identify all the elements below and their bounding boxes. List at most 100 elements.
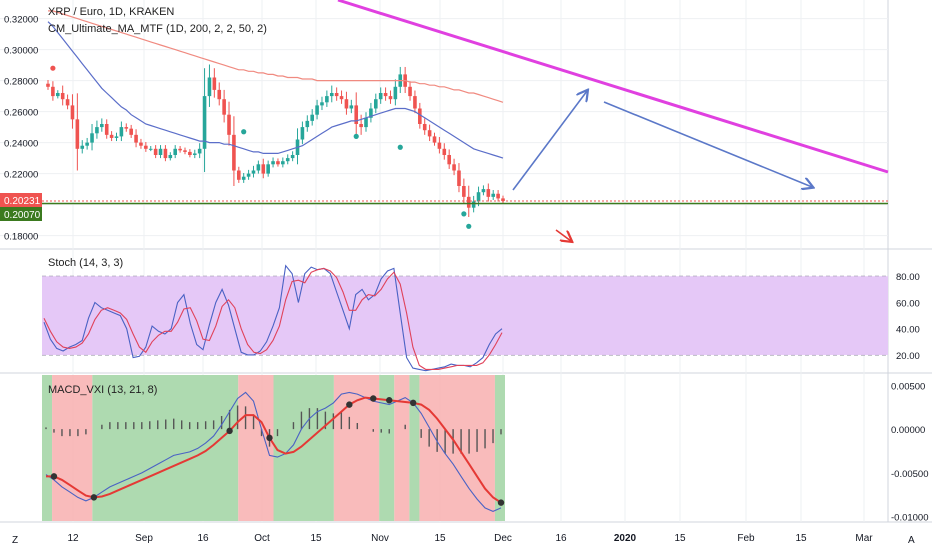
x-tick-label: 15	[795, 533, 807, 544]
candle-body	[80, 145, 85, 149]
macd-band-red	[394, 375, 410, 521]
candle-body	[349, 105, 354, 109]
price-layer	[42, 10, 888, 229]
candle-body	[163, 148, 168, 159]
candle-body	[418, 108, 422, 124]
candle-body	[114, 136, 119, 138]
candle-body	[422, 124, 427, 131]
candle-body	[178, 148, 182, 151]
candle-body	[471, 201, 476, 208]
candle-body	[378, 93, 383, 100]
candle-body	[237, 170, 241, 180]
candle-body	[413, 96, 417, 109]
macd-line	[45, 391, 502, 513]
candle-body	[354, 105, 359, 124]
candle-body	[501, 198, 505, 202]
candle-body	[70, 105, 75, 120]
price-tick-label: 0.26000	[4, 108, 38, 119]
candle-body	[344, 99, 349, 109]
candle-body	[388, 96, 393, 100]
x-tick-label: Sep	[135, 533, 153, 544]
candle-body	[144, 145, 148, 149]
macd-cross-dot	[409, 399, 417, 407]
candle-body	[197, 148, 202, 154]
macd-band-green	[409, 375, 420, 521]
candle-body	[251, 170, 256, 174]
candle-body	[325, 96, 329, 103]
macd-cross-dot	[266, 434, 273, 442]
x-tick-label: Mar	[855, 533, 873, 544]
candle-body	[427, 130, 432, 137]
candle-body	[217, 89, 222, 100]
stoch-layer	[43, 264, 503, 372]
candle-body	[212, 77, 217, 90]
x-tick-label: 16	[197, 533, 209, 544]
macd-band-green	[494, 375, 505, 521]
candle-body	[158, 148, 163, 155]
macd-band-green	[92, 375, 239, 521]
candle-body	[55, 93, 60, 97]
macd-cross-dot	[50, 473, 58, 480]
signal-marker	[461, 211, 467, 217]
candle-body	[276, 161, 280, 165]
candle-body	[442, 148, 447, 155]
candle-body	[432, 136, 437, 143]
macd-cross-dot	[386, 397, 393, 404]
candle-body	[266, 164, 270, 174]
macd-band-red	[419, 375, 495, 521]
candle-body	[491, 193, 496, 197]
zoom-icon: Z	[12, 535, 18, 546]
drawings	[337, 0, 889, 241]
macd-tick-label: -0.00500	[891, 469, 929, 480]
candle-body	[246, 173, 251, 177]
signal-marker	[353, 133, 359, 139]
macd-band-green	[273, 375, 334, 521]
macd-band-green	[379, 375, 395, 521]
macd-cross-dot	[346, 401, 353, 408]
level-price-tag	[0, 207, 42, 221]
stoch-k-line	[43, 264, 503, 372]
x-tick-label: 15	[310, 533, 322, 544]
candle-body	[271, 161, 275, 165]
macd-signal-line	[46, 396, 502, 504]
candle-body	[173, 148, 178, 155]
macd-tick-label: 0.00500	[891, 381, 925, 392]
candle-body	[192, 153, 197, 155]
signal-marker	[50, 65, 56, 71]
candle-body	[232, 134, 236, 171]
candle-body	[364, 117, 368, 128]
macd-bands	[42, 375, 505, 521]
x-tick-label: Feb	[737, 533, 755, 544]
candle-body	[183, 150, 187, 152]
candle-body	[437, 142, 442, 149]
candle-body	[476, 192, 481, 202]
candle-body	[310, 114, 314, 121]
candle-body	[168, 155, 173, 159]
candle-body	[486, 189, 491, 197]
candle-body	[369, 108, 373, 118]
candle-body	[60, 93, 65, 100]
stoch-tick-label: 80.00	[896, 272, 920, 283]
candle-body	[481, 189, 486, 193]
candle-body	[281, 161, 285, 165]
candle-body	[139, 142, 143, 146]
price-tick-label: 0.22000	[4, 170, 38, 181]
price-tick-label: 0.18000	[4, 232, 38, 243]
candle-body	[109, 134, 114, 138]
candle-body	[466, 196, 471, 208]
x-tick-label: 12	[67, 533, 79, 544]
candle-body	[65, 99, 70, 106]
candle-body	[188, 151, 192, 155]
candle-body	[359, 124, 363, 128]
candle-body	[462, 186, 466, 197]
chart-title: XRP / Euro, 1D, KRAKEN	[48, 6, 174, 18]
candle-body	[339, 96, 344, 100]
last-price-label: 0.20231	[4, 196, 41, 207]
candle-body	[90, 133, 94, 143]
candle-body	[119, 127, 124, 137]
candle-body	[496, 193, 500, 199]
indicator-title: CM_Ultimate_MA_MTF (1D, 200, 2, 2, 50, 2…	[48, 23, 267, 35]
stoch-title: Stoch (14, 3, 3)	[48, 257, 123, 269]
